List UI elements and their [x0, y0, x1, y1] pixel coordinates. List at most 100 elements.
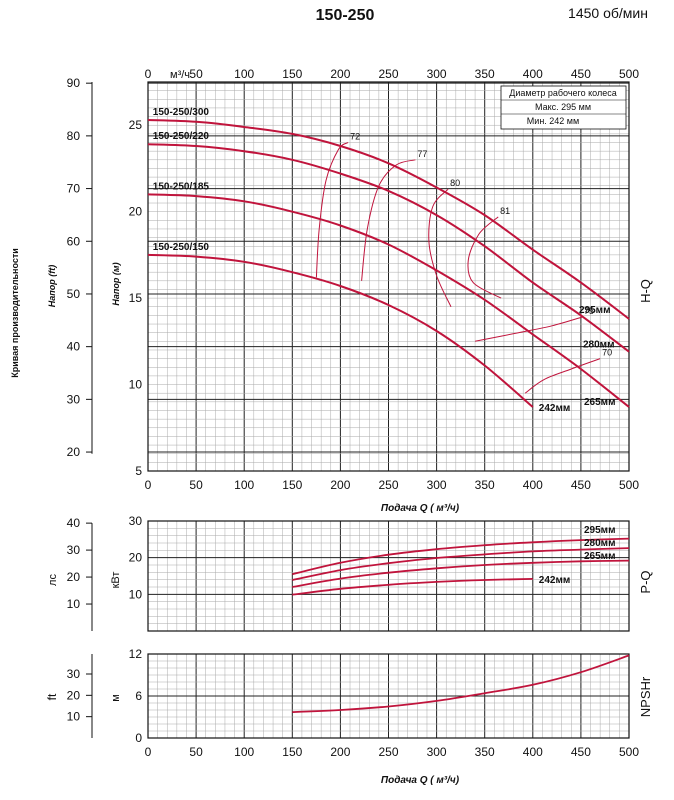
npsh-ylabel-ft: ft	[45, 693, 59, 700]
npsh-y-tick: 0	[135, 731, 142, 745]
top-axis-unit: м³/ч	[170, 69, 190, 81]
legend-max: Макс. 295 мм	[535, 102, 591, 112]
npsh-ft-tick: 30	[67, 667, 81, 681]
top-tick: 500	[619, 67, 639, 81]
efficiency-curve	[428, 188, 452, 308]
npsh-x-tick: 350	[475, 745, 495, 759]
efficiency-label: 81	[500, 206, 510, 216]
hq-frame	[147, 81, 630, 472]
hq-ft-tick: 40	[67, 340, 81, 354]
npsh-ft-ticks: 10 20 30	[67, 654, 93, 738]
hq-ylabel: Напор (м)	[111, 262, 121, 305]
pq-hp-tick: 10	[67, 597, 81, 611]
hq-curves	[147, 119, 630, 408]
pq-panel: 295мм 280мм 265мм 242мм 10 20 30 10 20 30 40 кВт…	[47, 514, 653, 632]
hq-y-tick: 20	[129, 205, 143, 219]
top-tick: 300	[427, 67, 447, 81]
top-tick-0: 0	[145, 67, 152, 81]
hq-x-tick: 450	[571, 478, 591, 492]
hq-x-tick: 200	[330, 478, 350, 492]
npsh-panel: 0 6 12 10 20 30 м ft NPSHr 0 50 100 150 200 250 30…	[45, 647, 653, 786]
hq-curve-label: 150-250/150	[153, 242, 210, 253]
hq-curve	[147, 119, 630, 320]
hq-ylabel-ft: Напор (ft)	[47, 265, 57, 308]
hq-curve	[147, 253, 534, 408]
npsh-x-tick: 0	[145, 745, 152, 759]
hq-y-tick: 5	[135, 464, 142, 478]
hq-ft-tick: 70	[67, 182, 81, 196]
hq-curve-label: 150-250/185	[153, 181, 210, 192]
npsh-x-tick: 450	[571, 745, 591, 759]
hq-y-tick: 15	[129, 291, 143, 305]
pq-ylabel: кВт	[110, 572, 122, 589]
top-tick: 400	[523, 67, 543, 81]
pq-frame	[147, 520, 630, 632]
pq-curve	[292, 578, 533, 596]
side-vertical-label: Кривая производительности	[10, 248, 20, 378]
npsh-grid	[148, 654, 629, 738]
npsh-x-tick: 150	[282, 745, 302, 759]
pq-y-tick: 20	[129, 551, 143, 565]
npsh-y-tick: 12	[129, 647, 143, 661]
npsh-y-tick: 6	[135, 689, 142, 703]
hq-x-tick: 50	[189, 478, 203, 492]
npsh-ft-tick: 20	[67, 688, 81, 702]
pq-y-ticks: 10 20 30	[129, 514, 143, 601]
npsh-x-tick: 300	[427, 745, 447, 759]
hq-x-tick: 300	[427, 478, 447, 492]
pq-hp-ticks: 10 20 30 40	[67, 516, 93, 631]
hq-ft-tick: 60	[67, 234, 81, 248]
pq-labels: 295мм 280мм 265мм 242мм	[539, 525, 616, 586]
hq-ft-tick: 20	[67, 445, 81, 459]
npsh-xlabel: Подача Q ( м³/ч)	[381, 775, 460, 786]
chart-title: 150-250	[316, 7, 375, 24]
legend-title: Диаметр рабочего колеса	[509, 88, 617, 98]
hq-panel: Диаметр рабочего колеса Макс. 295 мм Мин…	[47, 67, 653, 514]
npsh-ft-tick: 10	[67, 710, 81, 724]
pq-ylabel-hp: лс	[47, 574, 59, 586]
hq-side-title: H-Q	[638, 279, 653, 303]
top-tick: 100	[234, 67, 254, 81]
hq-grid	[148, 82, 629, 471]
pq-hp-tick: 20	[67, 570, 81, 584]
npsh-x-tick: 200	[330, 745, 350, 759]
npsh-curve	[292, 654, 630, 713]
hq-ft-ticks: 20 30 40 50 60 70 80 90	[67, 76, 93, 459]
pq-curve	[292, 547, 630, 581]
efficiency-curve	[475, 316, 583, 342]
hq-ft-tick: 80	[67, 129, 81, 143]
npsh-y-ticks: 0 6 12	[129, 647, 143, 745]
pq-hp-tick: 30	[67, 543, 81, 557]
hq-diameter-label: 265мм	[584, 397, 615, 408]
hq-x-ticks: 0 50 100 150 200 250 300 350 400 450 500	[145, 478, 640, 492]
hq-x-tick: 250	[378, 478, 398, 492]
pq-diameter-label: 242мм	[539, 575, 570, 586]
npsh-curves	[292, 654, 630, 713]
pq-curves	[292, 537, 630, 596]
hq-x-tick: 150	[282, 478, 302, 492]
top-tick: 350	[475, 67, 495, 81]
npsh-x-tick: 250	[378, 745, 398, 759]
hq-ft-tick: 90	[67, 76, 81, 90]
hq-x-tick: 500	[619, 478, 639, 492]
efficiency-label: 75	[584, 306, 594, 316]
pq-hp-tick: 40	[67, 516, 81, 530]
hq-xlabel: Подача Q ( м³/ч)	[381, 503, 460, 514]
top-tick: 450	[571, 67, 591, 81]
hq-x-tick: 100	[234, 478, 254, 492]
pq-diameter-label: 295мм	[584, 525, 615, 536]
hq-efficiency-curves: 72 77 80 81 75 70	[315, 132, 612, 394]
hq-legend-box: Диаметр рабочего колеса Макс. 295 мм Мин…	[500, 85, 627, 130]
legend-min: Мин. 242 мм	[527, 116, 579, 126]
npsh-side-title: NPSHr	[638, 676, 653, 717]
hq-y-ticks: 5 10 15 20 25	[129, 118, 143, 478]
hq-ft-tick: 50	[67, 287, 81, 301]
hq-y-tick: 25	[129, 118, 143, 132]
pq-curve	[292, 559, 630, 588]
efficiency-label: 77	[417, 149, 427, 159]
efficiency-label: 80	[450, 178, 460, 188]
hq-curve-label: 150-250/220	[153, 131, 210, 142]
efficiency-label: 70	[602, 348, 612, 358]
npsh-x-tick: 100	[234, 745, 254, 759]
